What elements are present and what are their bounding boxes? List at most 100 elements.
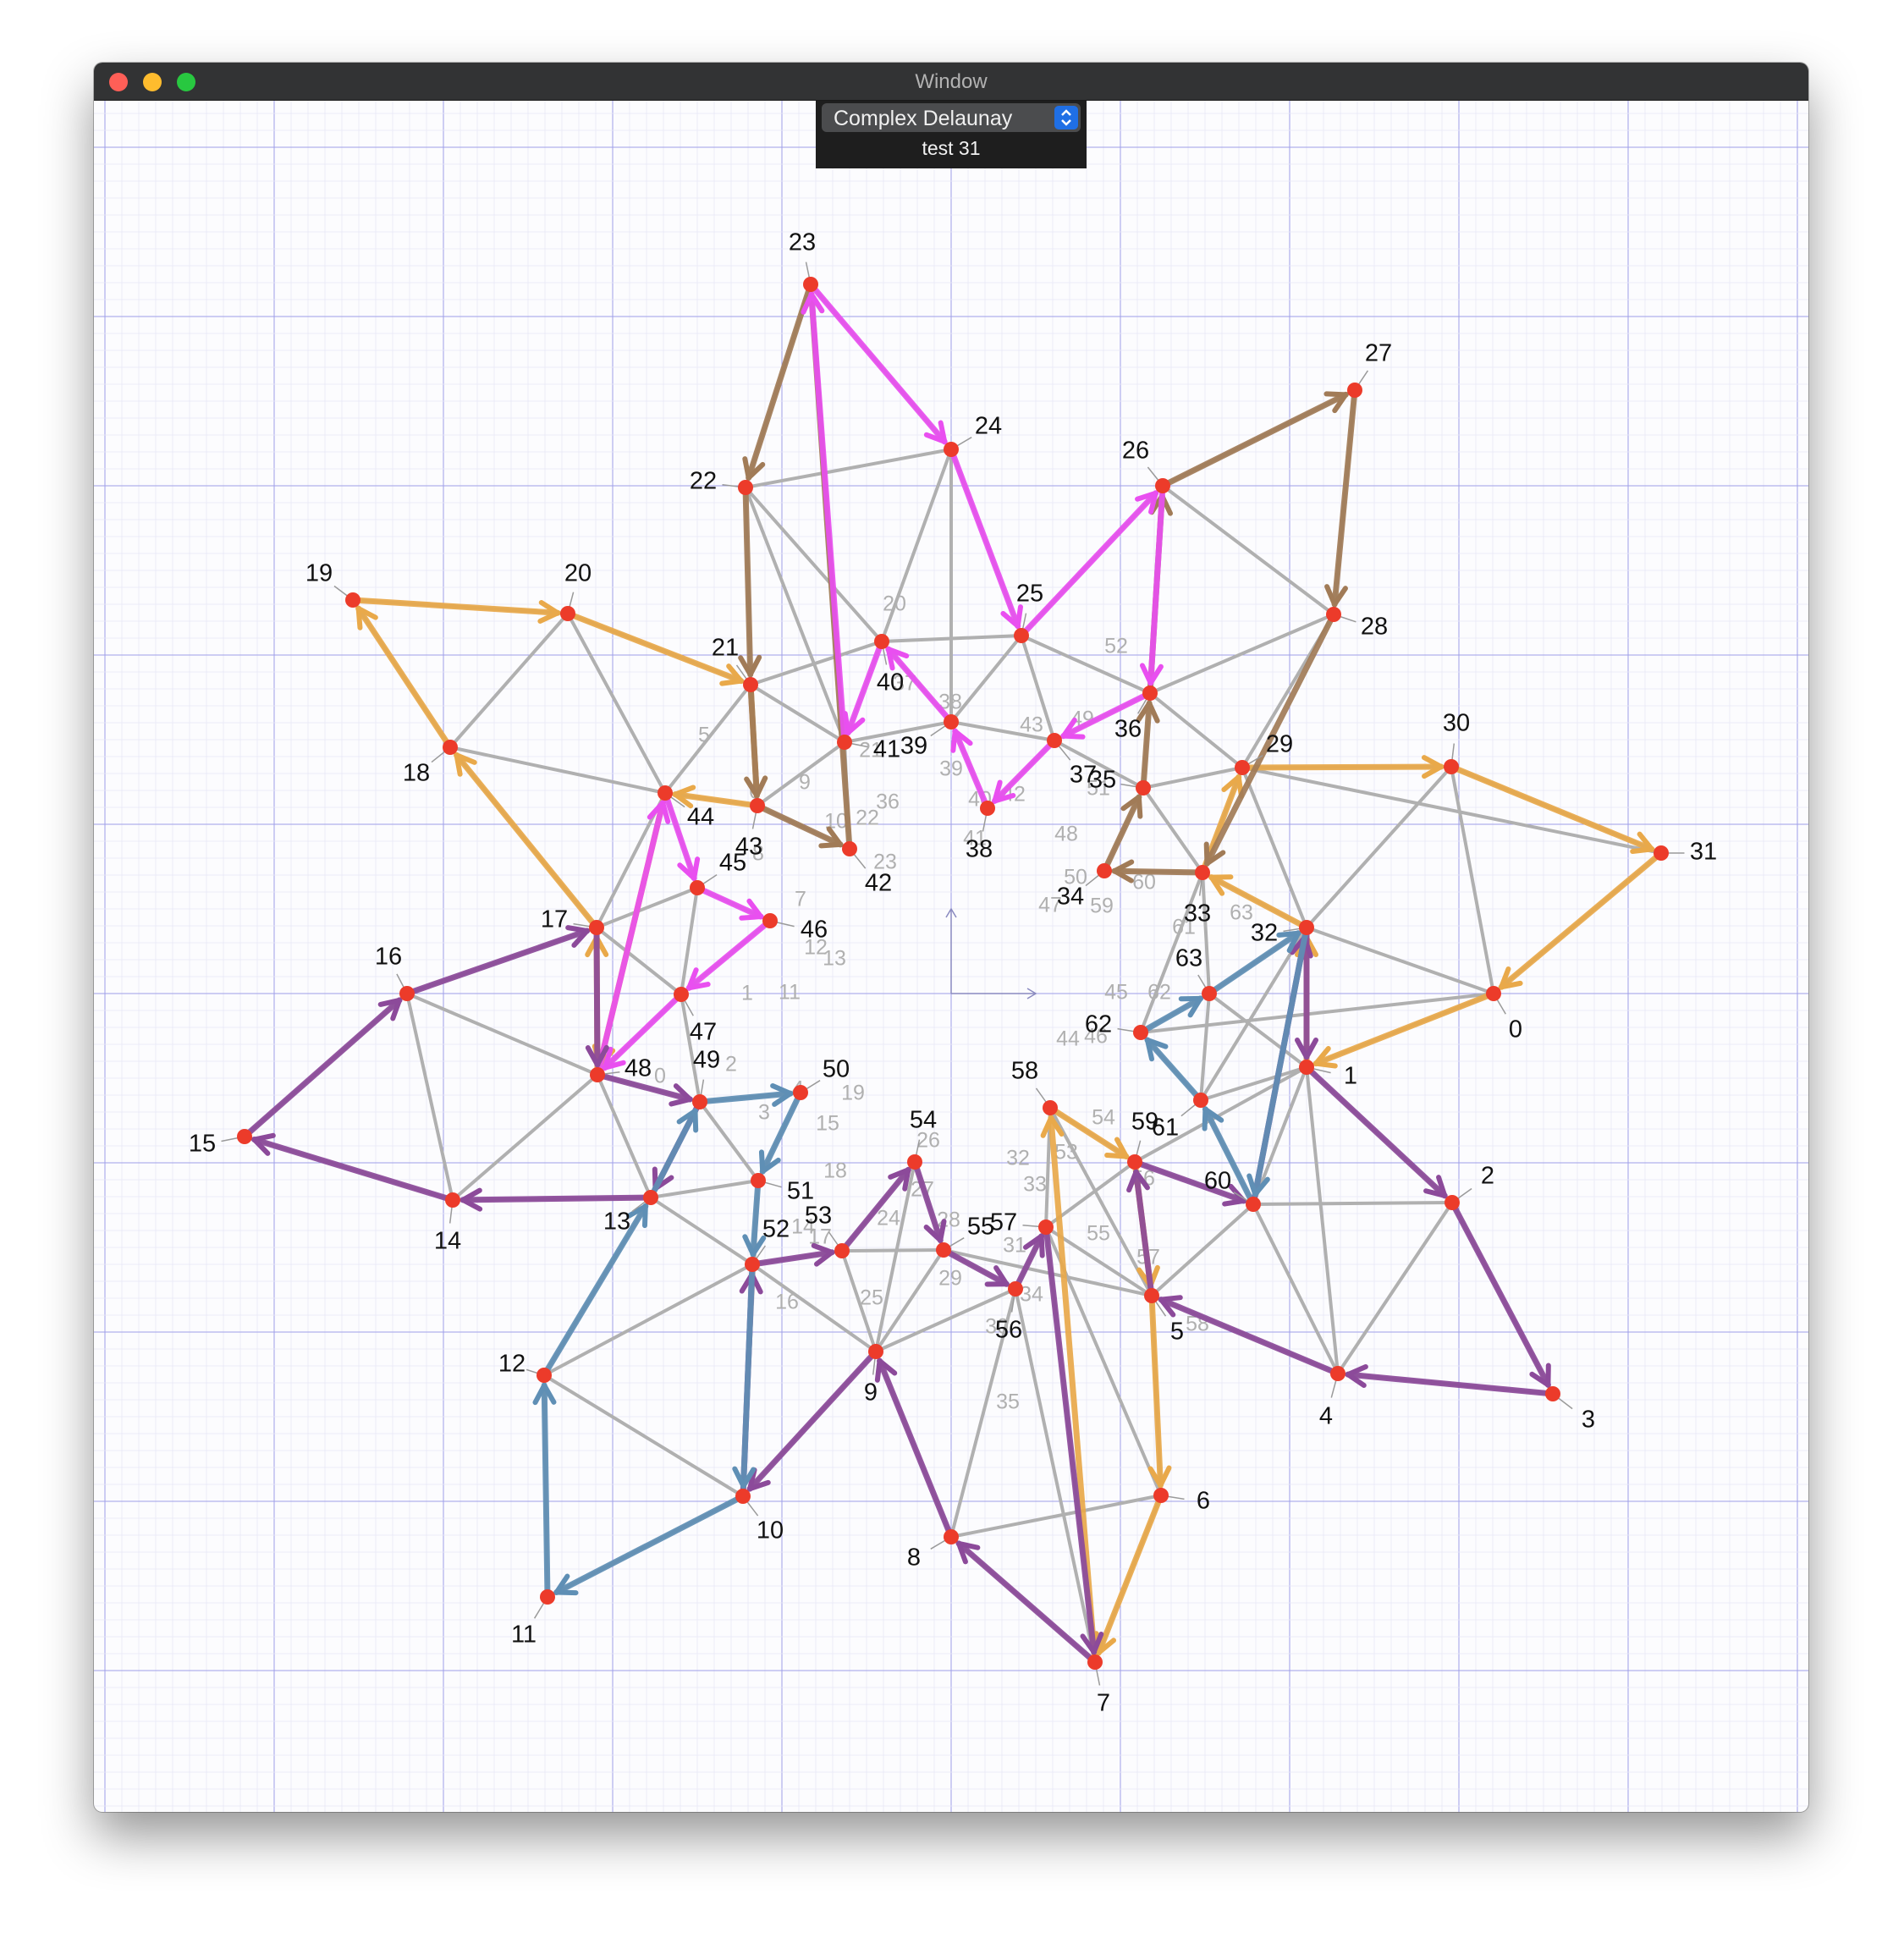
vertex-label: 59 xyxy=(1131,1109,1158,1136)
vertex-point[interactable] xyxy=(445,1192,460,1208)
vertex-point[interactable] xyxy=(1008,1281,1023,1297)
vertex-point[interactable] xyxy=(743,677,758,692)
vertex-point[interactable] xyxy=(443,740,458,755)
triangle-label: 34 xyxy=(1020,1283,1043,1307)
vertex-point[interactable] xyxy=(1299,1060,1314,1075)
vertex-point[interactable] xyxy=(907,1154,922,1170)
mode-select[interactable]: Complex Delaunay xyxy=(822,103,1081,132)
vertex-point[interactable] xyxy=(868,1344,883,1359)
vertex-points xyxy=(221,262,1685,1686)
vertex-point[interactable] xyxy=(944,442,959,457)
vertex-point[interactable] xyxy=(793,1085,808,1100)
triangle-label: 18 xyxy=(823,1159,847,1183)
triangle-label: 5 xyxy=(698,724,710,747)
path-arrowhead xyxy=(1111,859,1135,884)
vertex-point[interactable] xyxy=(1043,1100,1058,1115)
vertex-point[interactable] xyxy=(1330,1366,1345,1381)
vertex-point[interactable] xyxy=(1347,383,1362,398)
vertex-point[interactable] xyxy=(399,986,415,1001)
vertex-point[interactable] xyxy=(1038,1220,1054,1235)
vertex-point[interactable] xyxy=(1097,863,1112,878)
zoom-window-button[interactable] xyxy=(177,73,195,91)
vertex-point[interactable] xyxy=(540,1589,555,1605)
vertex-point[interactable] xyxy=(692,1094,707,1109)
vertex-point[interactable] xyxy=(1014,628,1029,643)
vertex-label: 33 xyxy=(1184,900,1211,928)
path-arrowhead xyxy=(1221,774,1244,799)
vertex-point[interactable] xyxy=(1246,1197,1261,1212)
vertex-point[interactable] xyxy=(1142,685,1158,701)
vertex-point[interactable] xyxy=(537,1368,552,1383)
triangle-label: 26 xyxy=(916,1129,940,1153)
triangle-label: 29 xyxy=(938,1267,962,1291)
vertex-point[interactable] xyxy=(1127,1154,1142,1170)
path-edge xyxy=(944,1249,1010,1287)
vertex-point[interactable] xyxy=(589,920,604,935)
vertex-point[interactable] xyxy=(837,735,852,750)
vertex-point[interactable] xyxy=(738,480,753,495)
mesh-edge xyxy=(744,448,953,489)
vertex-point[interactable] xyxy=(842,841,857,856)
vertex-point[interactable] xyxy=(1153,1488,1169,1503)
mesh-edge xyxy=(756,741,846,807)
vertex-point[interactable] xyxy=(944,1529,959,1544)
mesh-canvas[interactable]: 0123456789101112131415161718192021222324… xyxy=(94,101,1808,1812)
vertex-point[interactable] xyxy=(944,714,959,730)
close-window-button[interactable] xyxy=(109,73,128,91)
path-edge xyxy=(1202,1106,1254,1203)
mesh-edge xyxy=(949,634,1023,724)
vertex-point[interactable] xyxy=(735,1489,751,1504)
vertex-point[interactable] xyxy=(237,1129,252,1144)
vertex-point[interactable] xyxy=(745,1257,760,1272)
path-edge xyxy=(877,1357,953,1535)
triangle-label: 15 xyxy=(816,1112,839,1136)
vertex-point[interactable] xyxy=(1136,780,1151,796)
vertex-point[interactable] xyxy=(1326,607,1341,622)
vertex-point[interactable] xyxy=(1299,920,1314,935)
mesh-edge xyxy=(680,993,702,1104)
vertex-point[interactable] xyxy=(1087,1654,1103,1670)
vertex-point[interactable] xyxy=(1445,1195,1460,1210)
vertex-point[interactable] xyxy=(874,634,889,649)
vertex-point[interactable] xyxy=(834,1243,850,1258)
vertex-label: 55 xyxy=(967,1214,994,1241)
vertex-point[interactable] xyxy=(1202,986,1217,1001)
vertex-point[interactable] xyxy=(1235,760,1250,775)
vertex-point[interactable] xyxy=(658,785,673,801)
vertex-point[interactable] xyxy=(1654,845,1669,861)
path-arrowhead xyxy=(950,729,973,753)
mesh-edge xyxy=(840,1248,945,1253)
vertex-point[interactable] xyxy=(674,987,689,1002)
vertex-point[interactable] xyxy=(590,1067,605,1082)
vertex-point[interactable] xyxy=(1047,733,1062,748)
path-arrowhead xyxy=(1323,391,1349,414)
vertex-point[interactable] xyxy=(1155,478,1170,493)
title-bar[interactable]: Window xyxy=(94,63,1808,101)
vertex-point[interactable] xyxy=(1133,1025,1148,1040)
vertex-point[interactable] xyxy=(1144,1288,1159,1303)
vertex-point[interactable] xyxy=(643,1190,658,1205)
vertex-point[interactable] xyxy=(750,798,765,813)
vertex-point[interactable] xyxy=(1444,759,1459,774)
vertex-point[interactable] xyxy=(762,913,778,928)
vertex-point[interactable] xyxy=(803,277,818,292)
mesh-edge xyxy=(595,926,683,996)
vertex-point[interactable] xyxy=(936,1242,951,1258)
vertex-point[interactable] xyxy=(1545,1386,1560,1401)
vertex-point[interactable] xyxy=(1193,1093,1208,1108)
vertex-point[interactable] xyxy=(751,1173,766,1188)
vertex-point[interactable] xyxy=(690,880,705,895)
path-edge xyxy=(1060,692,1149,740)
control-panel: Complex Delaunay test 31 xyxy=(816,101,1087,168)
origin-axes xyxy=(945,907,1037,999)
vertex-point[interactable] xyxy=(1486,986,1501,1001)
mesh-edge xyxy=(649,1179,760,1199)
vertex-point[interactable] xyxy=(345,592,360,608)
vertex-point[interactable] xyxy=(560,606,575,621)
mesh-edge xyxy=(874,1287,1017,1353)
vertex-point[interactable] xyxy=(1195,865,1210,880)
vertex-label: 63 xyxy=(1175,945,1202,972)
vertex-point[interactable] xyxy=(980,801,995,816)
minimize-window-button[interactable] xyxy=(143,73,162,91)
mesh-edge xyxy=(680,886,699,996)
